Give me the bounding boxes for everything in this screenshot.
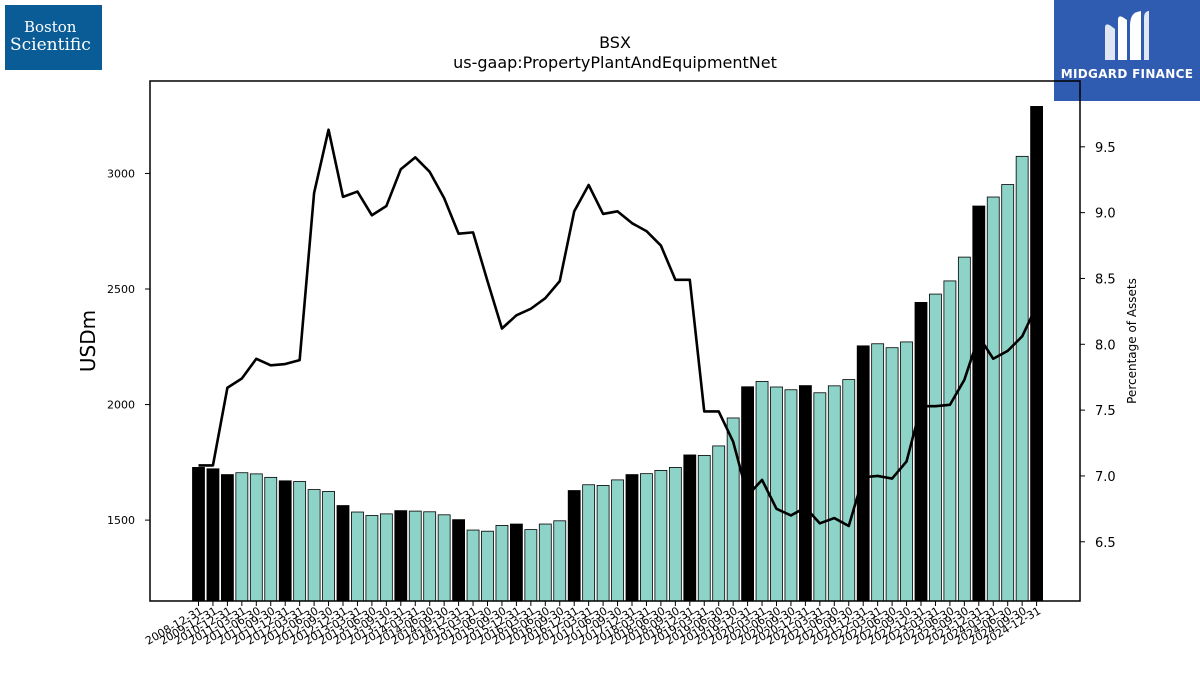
bar-2020-06-30 [770, 386, 783, 602]
bar-2020-03-31 [755, 381, 769, 602]
bar-2021-03-31 [813, 392, 827, 602]
bar-2016-06-30 [538, 523, 552, 602]
y2-tick-label: 7.0 [1095, 470, 1116, 485]
bar-2008-12-31 [192, 467, 205, 602]
bar-2023-03-31 [929, 293, 942, 602]
bar-2015-03-31 [466, 529, 480, 602]
bar-2021-12-31 [856, 345, 870, 602]
y-tick-label: 3000 [107, 167, 135, 180]
bar-2012-03-31 [293, 481, 307, 602]
bar-2010-12-31 [220, 474, 234, 602]
bar-2012-09-30 [322, 491, 335, 602]
publisher-name: MIDGARD FINANCE [1060, 67, 1194, 81]
bar-2014-12-31 [452, 519, 466, 602]
y2-tick-label: 8.0 [1095, 338, 1116, 353]
bar-2020-12-31 [799, 385, 812, 602]
bar-2016-12-31 [567, 490, 581, 602]
bar-2022-09-30 [900, 341, 913, 602]
bar-2016-09-30 [553, 520, 567, 602]
bar-2009-12-31 [206, 468, 220, 602]
y2-axis-label: Percentage of Assets [1125, 278, 1139, 404]
bar-2017-09-30 [611, 479, 624, 602]
bar-2015-06-30 [481, 530, 494, 602]
bar-2011-09-30 [264, 476, 278, 602]
bar-2018-09-30 [668, 467, 682, 602]
bar-2011-12-31 [278, 480, 292, 602]
y2-tick-label: 6.5 [1095, 536, 1116, 551]
chart-subtitle: us-gaap:PropertyPlantAndEquipmentNet [453, 53, 777, 72]
bar-2017-06-30 [596, 485, 610, 602]
bar-2023-12-31 [972, 205, 986, 602]
y-tick-label: 2000 [107, 399, 135, 412]
bar-2016-03-31 [524, 529, 538, 602]
bar-2014-03-31 [408, 510, 422, 602]
company-logo: Boston Scientific [5, 5, 102, 70]
y2-tick-label: 9.5 [1095, 141, 1116, 156]
bar-2023-09-30 [957, 256, 971, 602]
y2-tick-label: 8.5 [1095, 272, 1116, 287]
bar-2024-12-31 [1030, 106, 1043, 602]
y2-tick-label: 9.0 [1095, 207, 1116, 222]
line-series [198, 128, 1038, 528]
bar-2024-06-30 [1001, 184, 1015, 602]
bar-2013-06-30 [365, 515, 379, 602]
bar-2021-09-30 [842, 379, 856, 602]
midgard-m-icon [1105, 11, 1149, 60]
bar-2020-09-30 [784, 389, 798, 602]
bar-2014-06-30 [423, 511, 437, 602]
bar-2018-06-30 [654, 470, 668, 602]
bar-2024-09-30 [1015, 155, 1029, 602]
company-logo-line1: Boston [24, 18, 77, 36]
y2-tick-label: 7.5 [1095, 404, 1116, 419]
bar-2018-03-31 [640, 473, 653, 602]
bar-2012-12-31 [336, 505, 350, 602]
bar-2019-03-31 [697, 454, 711, 602]
bar-2024-03-31 [986, 196, 1000, 602]
bar-2011-06-30 [249, 473, 263, 602]
bar-2021-06-30 [827, 385, 841, 602]
company-logo-line2: Scientific [10, 35, 91, 55]
bar-2018-12-31 [683, 454, 697, 602]
bar-2015-09-30 [495, 525, 509, 602]
bar-2013-09-30 [379, 513, 393, 602]
chart-title: BSX [599, 33, 631, 52]
bar-2015-12-31 [509, 523, 523, 602]
bar-series [192, 106, 1043, 602]
bar-2023-06-30 [943, 280, 957, 602]
bar-2014-09-30 [437, 514, 451, 602]
bar-2017-03-31 [582, 484, 596, 602]
axes: 15002000250030006.57.07.58.08.59.09.5200… [107, 80, 1116, 648]
y-tick-label: 1500 [107, 514, 135, 527]
y-tick-label: 2500 [107, 283, 135, 296]
publisher-logo: MIDGARD FINANCE [1054, 0, 1200, 101]
plot-frame [149, 80, 1081, 602]
bar-2022-12-31 [914, 301, 928, 602]
bar-2011-03-31 [235, 472, 249, 602]
y-axis-label: USDm [76, 310, 100, 372]
pct-assets-line [198, 128, 1038, 528]
bar-2013-03-31 [351, 511, 364, 602]
bar-2019-06-30 [712, 445, 726, 602]
bar-2012-06-30 [307, 489, 321, 602]
bar-2013-12-31 [394, 510, 408, 602]
bar-2017-12-31 [625, 474, 639, 602]
bar-2022-03-31 [871, 343, 885, 602]
